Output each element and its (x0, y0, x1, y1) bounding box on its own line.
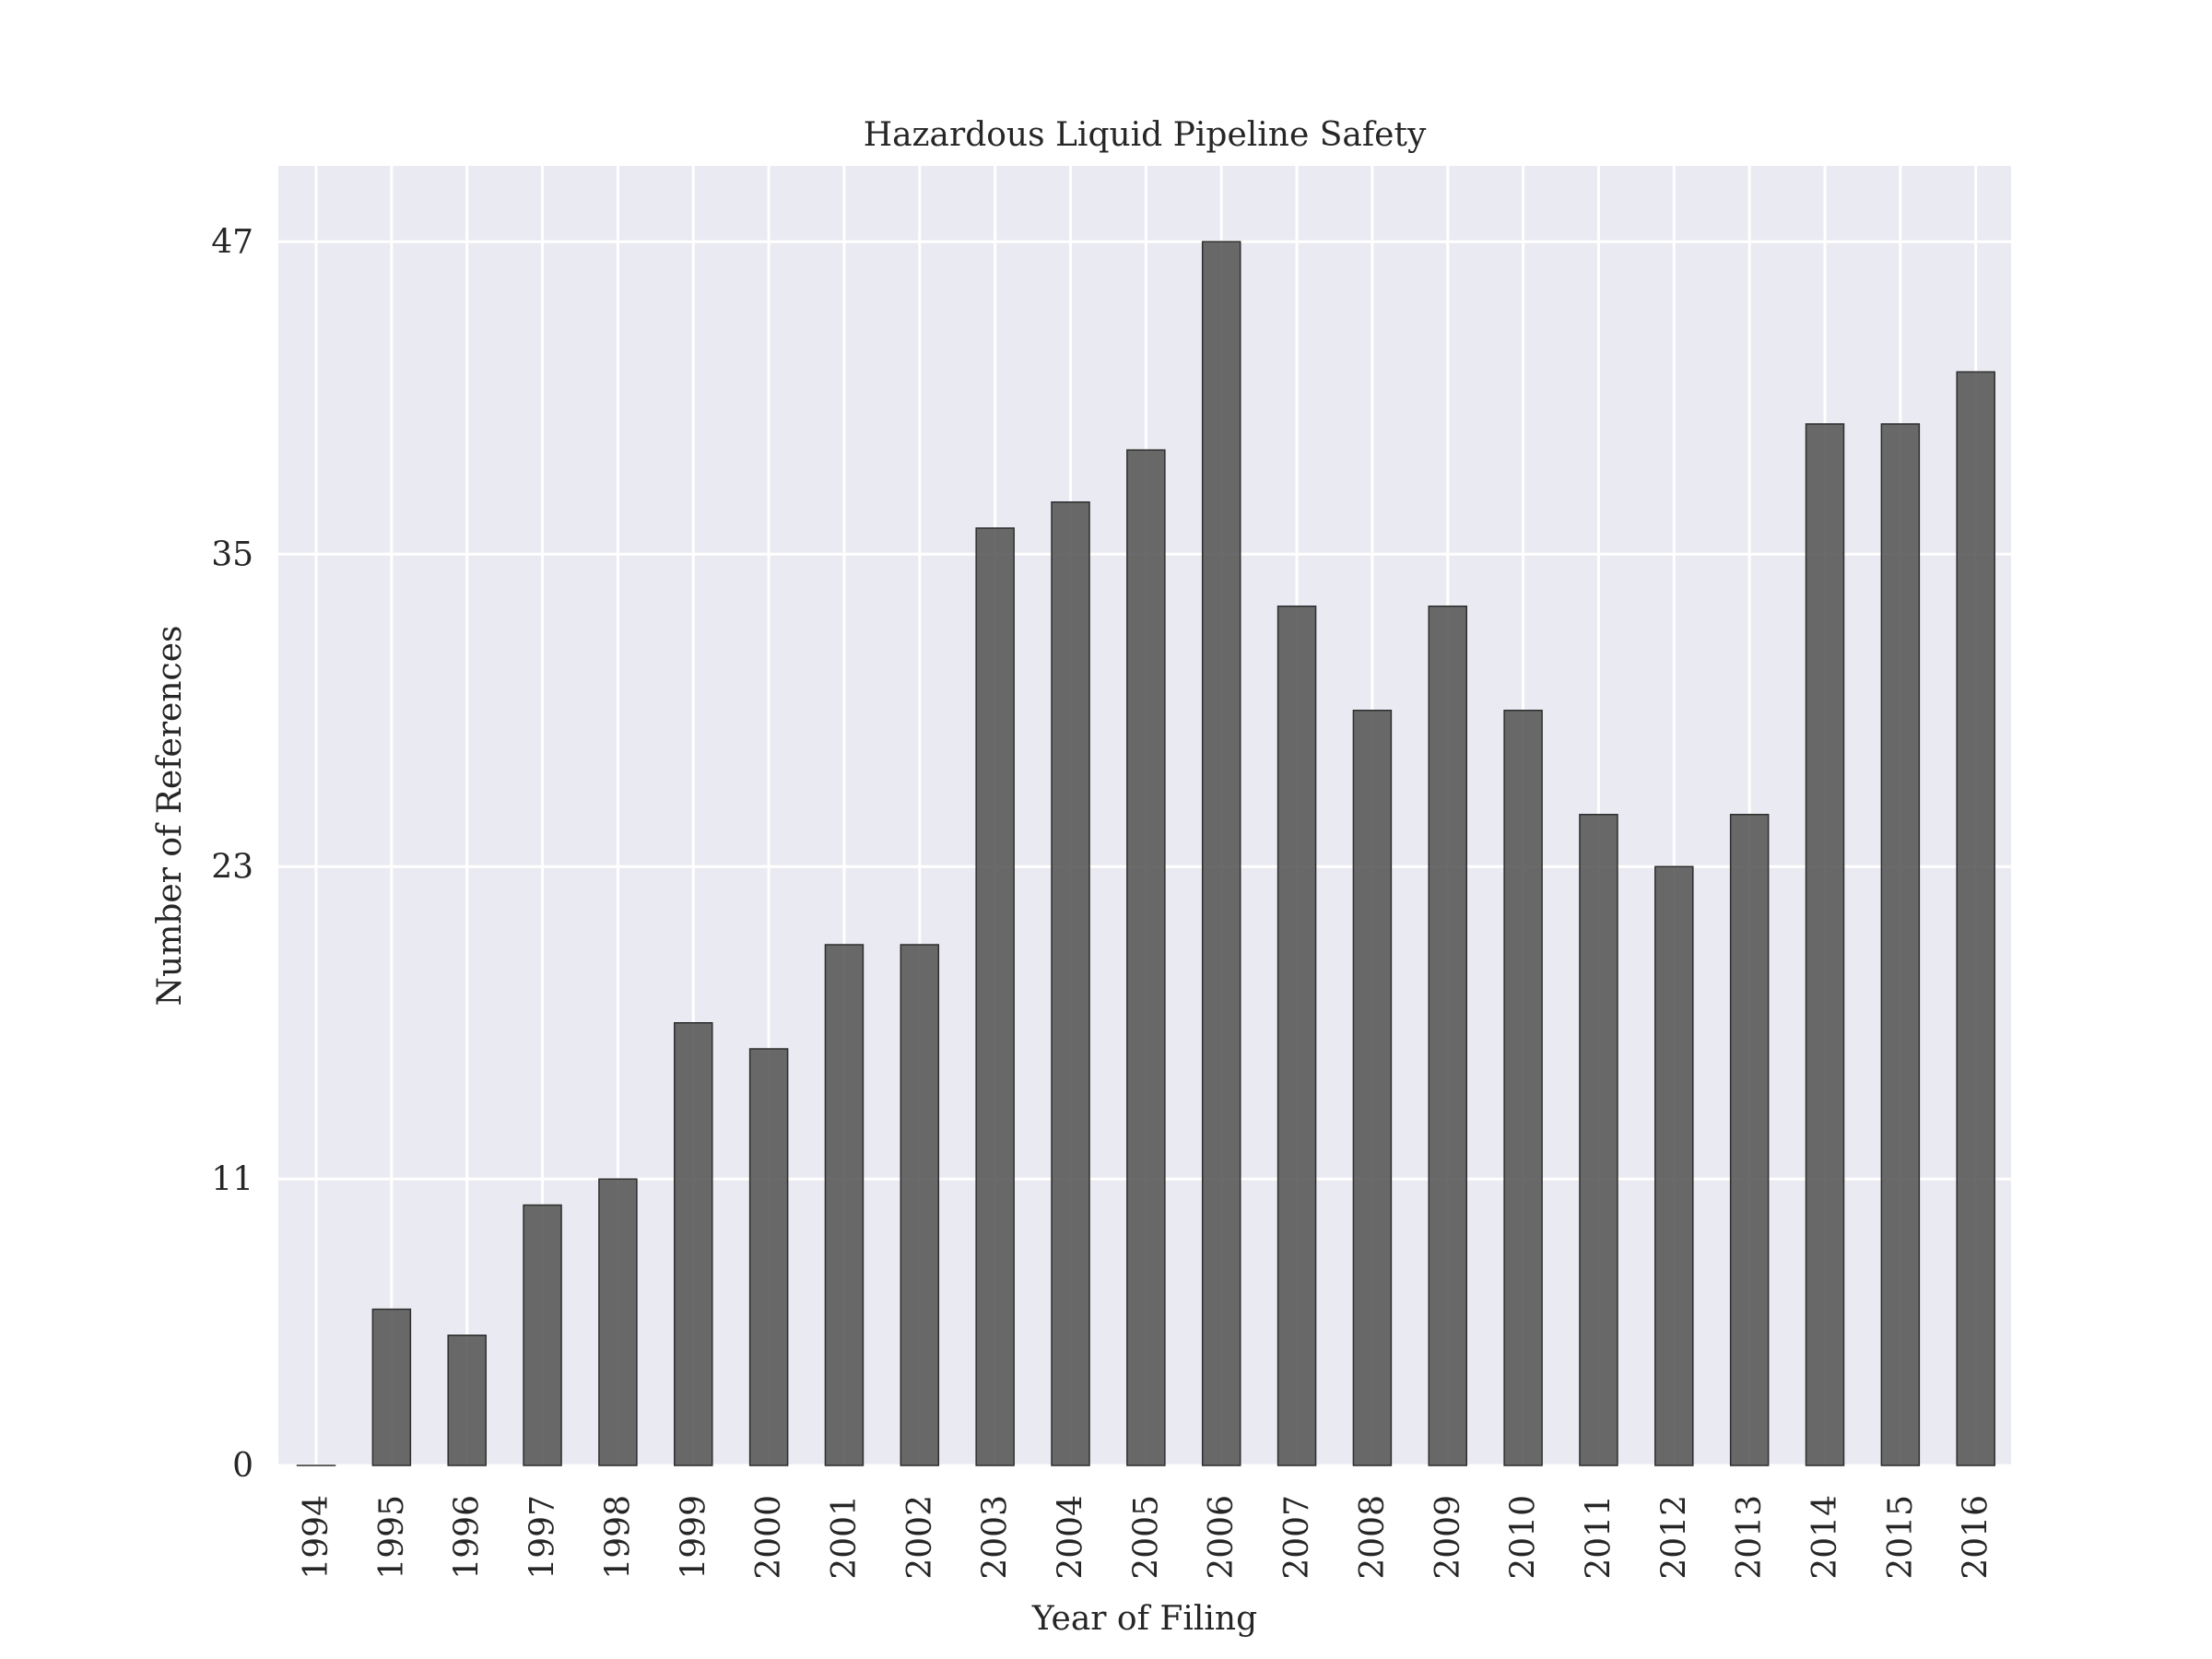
x-tick-label: 2008 (1354, 1495, 1392, 1580)
y-tick-label: 35 (211, 535, 253, 573)
x-tick-label: 1995 (373, 1495, 411, 1580)
y-tick-labels: 0 11 23 35 47 (211, 223, 253, 1485)
bar-2003 (975, 527, 1015, 1466)
bar-2009 (1428, 606, 1467, 1466)
x-tick-label: 2004 (1053, 1495, 1090, 1580)
y-tick-label: 0 (232, 1447, 253, 1485)
x-tick-label: 2015 (1882, 1495, 1920, 1580)
bar-2000 (748, 1048, 789, 1466)
x-axis-title: Year of Filing (1031, 1600, 1257, 1638)
bar-2002 (900, 944, 940, 1466)
y-tick-label: 11 (211, 1160, 253, 1198)
x-tick-label: 2014 (1806, 1495, 1844, 1580)
bar-1995 (371, 1308, 412, 1466)
x-tick-label: 2013 (1731, 1495, 1769, 1580)
x-tick-label: 2006 (1203, 1495, 1241, 1580)
bar-2005 (1126, 449, 1166, 1466)
bar-1998 (598, 1178, 638, 1466)
bar-2013 (1729, 814, 1770, 1466)
bar-1996 (447, 1335, 487, 1466)
x-tick-label: 1994 (298, 1495, 335, 1580)
bar-1997 (523, 1204, 562, 1466)
x-tick-label: 2003 (977, 1495, 1015, 1580)
chart-title: Hazardous Liquid Pipeline Safety (864, 116, 1427, 154)
y-tick-label: 47 (211, 223, 253, 261)
x-tick-label: 2005 (1127, 1495, 1165, 1580)
bar-2008 (1352, 710, 1393, 1466)
x-tick-label: 2011 (1580, 1495, 1618, 1580)
x-tick-label: 2010 (1505, 1495, 1543, 1580)
x-tick-label: 2002 (901, 1495, 939, 1580)
x-tick-label: 2009 (1430, 1495, 1467, 1580)
bar-2016 (1956, 371, 1995, 1466)
x-tick-label: 1997 (524, 1495, 562, 1580)
x-tick-label: 1996 (449, 1495, 487, 1580)
x-tick-labels: 1994 1995 1996 1997 1998 1999 2000 2001 2002 2003… (298, 1495, 1995, 1580)
y-tick-label: 23 (211, 848, 253, 886)
x-tick-label: 2012 (1655, 1495, 1693, 1580)
x-tick-label: 2007 (1278, 1495, 1316, 1580)
x-tick-label: 2000 (750, 1495, 788, 1580)
bar-2014 (1805, 423, 1845, 1466)
bar-2007 (1277, 606, 1317, 1466)
bar-2011 (1579, 814, 1618, 1466)
x-tick-label: 1998 (599, 1495, 637, 1580)
bar-2010 (1503, 710, 1543, 1466)
bar-2004 (1051, 501, 1090, 1466)
bar-1999 (674, 1022, 713, 1466)
x-tick-label: 2001 (826, 1495, 864, 1580)
bar-2001 (824, 944, 865, 1466)
bar-2015 (1880, 423, 1921, 1466)
x-tick-label: 2016 (1958, 1495, 1995, 1580)
bar-2012 (1654, 865, 1694, 1466)
y-axis-title: Number of References (151, 626, 189, 1006)
bars (296, 241, 1995, 1466)
bar-2006 (1201, 241, 1241, 1466)
x-tick-label: 1999 (675, 1495, 712, 1580)
